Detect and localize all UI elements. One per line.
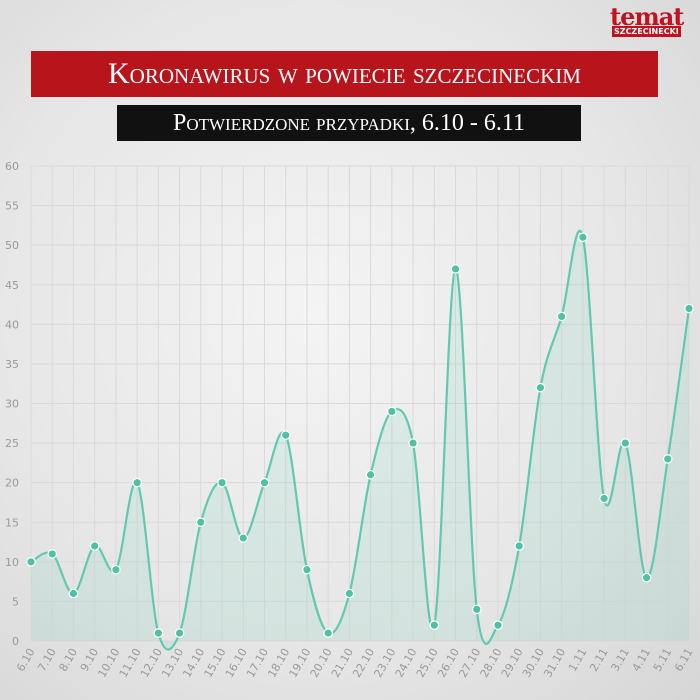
data-point [174, 628, 185, 638]
x-tick-label: 4.11 [630, 646, 654, 674]
logo: temat SZCZECINECKI [606, 2, 692, 38]
y-tick-label: 50 [5, 239, 19, 252]
chart-subtitle: Potwierdzone przypadki, 6.10 - 6.11 [117, 105, 581, 141]
data-point [450, 264, 461, 274]
data-point [641, 572, 652, 583]
x-tick-label: 8.10 [57, 646, 81, 674]
data-point [535, 382, 546, 393]
x-tick-label: 3.11 [608, 646, 632, 674]
y-tick-label: 35 [5, 358, 19, 371]
chart-title: Koronawirus w powiecie szczecineckim [31, 51, 658, 97]
y-tick-label: 40 [5, 318, 19, 331]
data-point [556, 311, 567, 322]
data-point [111, 564, 121, 575]
data-point [26, 557, 36, 567]
y-tick-label: 20 [5, 477, 19, 490]
x-tick-label: 31.10 [541, 646, 568, 680]
y-tick-label: 60 [5, 160, 19, 173]
x-tick-label: 6.10 [14, 646, 38, 674]
y-tick-label: 0 [12, 635, 19, 648]
y-tick-label: 30 [5, 398, 19, 411]
data-point [578, 232, 588, 243]
data-point [68, 588, 79, 599]
data-point [471, 604, 482, 615]
data-point [514, 541, 524, 551]
series-area [31, 230, 689, 650]
data-point [132, 477, 142, 488]
data-point [620, 438, 631, 448]
data-point [684, 303, 694, 314]
data-point [387, 406, 397, 417]
y-tick-label: 25 [5, 437, 19, 450]
data-point [662, 454, 673, 464]
data-point [344, 588, 355, 599]
data-point [365, 469, 376, 480]
data-point [429, 620, 440, 630]
data-point [259, 477, 270, 488]
data-point [153, 628, 164, 638]
x-tick-label: 1.11 [566, 646, 590, 674]
data-point [323, 628, 333, 638]
x-tick-label: 5.11 [651, 646, 675, 674]
y-tick-label: 45 [5, 279, 19, 292]
data-point [408, 438, 418, 448]
data-point [493, 620, 503, 630]
data-point [217, 477, 227, 488]
data-point [280, 430, 291, 440]
data-point [302, 564, 312, 575]
data-point [599, 493, 609, 504]
data-point [47, 549, 58, 559]
y-tick-label: 5 [12, 595, 19, 608]
line-chart: 0510152025303540455055606.107.108.109.10… [5, 160, 696, 680]
logo-subtitle: SZCZECINECKI [612, 26, 681, 37]
data-point [238, 533, 249, 543]
y-tick-label: 55 [5, 200, 19, 213]
y-tick-label: 15 [5, 516, 19, 529]
data-point [196, 517, 206, 528]
x-tick-label: 6.11 [672, 646, 696, 674]
x-tick-label: 2.11 [587, 646, 611, 674]
data-point [89, 541, 100, 551]
x-tick-label: 7.10 [35, 646, 59, 674]
y-tick-label: 10 [5, 556, 19, 569]
